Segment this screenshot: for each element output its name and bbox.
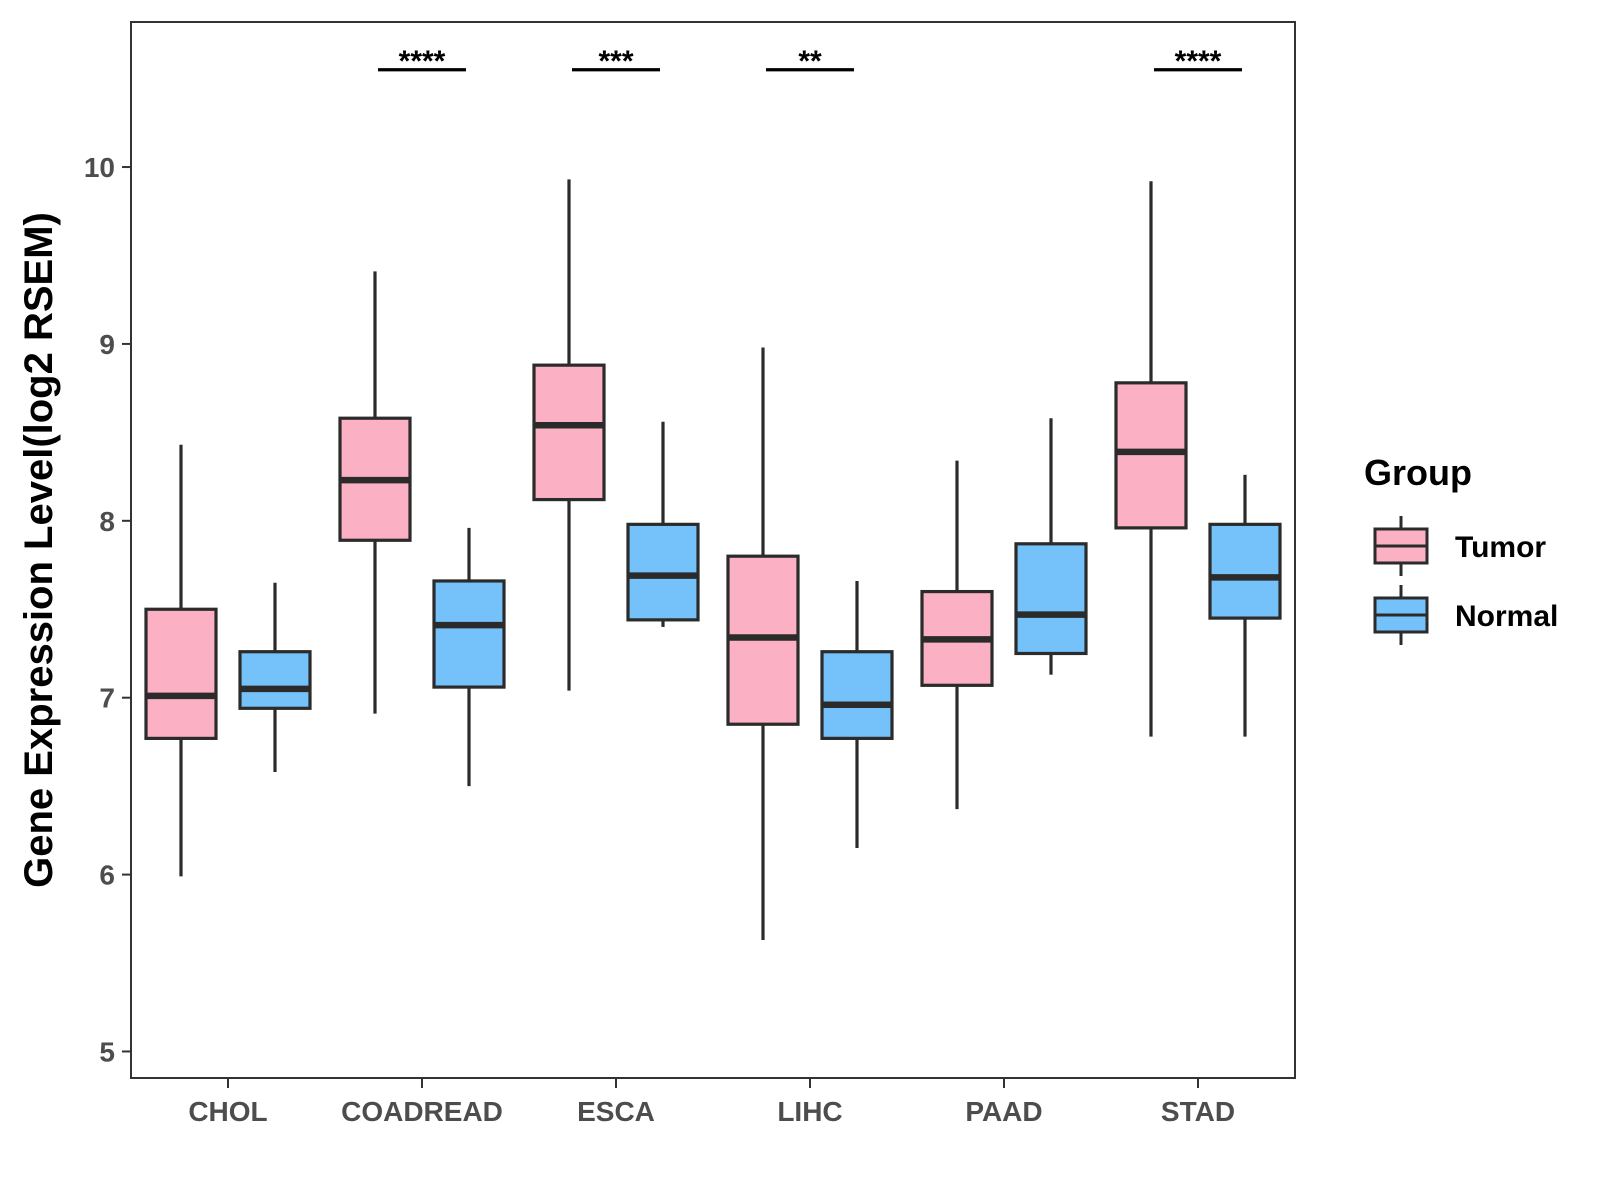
y-tick-label: 8	[99, 506, 115, 537]
box-tumor-lihc	[726, 347, 800, 941]
box-series	[144, 179, 1282, 941]
legend-label-normal: Normal	[1455, 600, 1558, 633]
sig-label-coadread: ****	[399, 45, 446, 78]
box-iqr	[626, 522, 700, 622]
box-iqr	[1208, 522, 1282, 620]
significance-annotations: **** *** ** ****	[378, 45, 1242, 78]
y-tick-label: 5	[99, 1036, 115, 1067]
box-tumor-stad	[1114, 181, 1188, 737]
legend-key-normal	[1373, 585, 1429, 645]
legend-label-tumor: Tumor	[1455, 531, 1546, 564]
x-tick-label-stad: STAD	[1161, 1096, 1235, 1127]
box-iqr	[432, 579, 506, 689]
box-normal-lihc	[820, 580, 894, 849]
sig-label-esca: ***	[598, 45, 633, 78]
box-tumor-coadread	[338, 271, 412, 714]
box-iqr	[820, 650, 894, 740]
box-normal-paad	[1014, 418, 1088, 675]
sig-label-lihc: **	[798, 45, 822, 78]
y-axis-title: Gene Expression Level(log2 RSEM)	[17, 212, 61, 888]
y-tick-label: 10	[84, 152, 115, 183]
x-tick-label-lihc: LIHC	[777, 1096, 842, 1127]
box-iqr	[238, 650, 312, 710]
x-tick-label-coadread: COADREAD	[341, 1096, 503, 1127]
y-axis: 5 6 7 8 9 10	[84, 152, 131, 1067]
box-iqr	[144, 607, 218, 740]
box-iqr	[532, 363, 606, 502]
box-normal-esca	[626, 421, 700, 627]
box-iqr	[1114, 381, 1188, 530]
sig-label-stad: ****	[1175, 45, 1222, 78]
box-iqr	[1014, 542, 1088, 656]
box-normal-coadread	[432, 527, 506, 787]
box-tumor-chol	[144, 444, 218, 877]
y-tick-label: 7	[99, 683, 115, 714]
x-tick-label-paad: PAAD	[965, 1096, 1042, 1127]
x-tick-label-chol: CHOL	[188, 1096, 267, 1127]
y-tick-label: 6	[99, 860, 115, 891]
box-normal-stad	[1208, 474, 1282, 737]
y-tick-label: 9	[99, 329, 115, 360]
box-tumor-esca	[532, 179, 606, 691]
legend-title: Group	[1364, 452, 1472, 493]
box-tumor-paad	[920, 460, 994, 810]
x-tick-label-esca: ESCA	[577, 1096, 655, 1127]
legend-key-tumor	[1373, 516, 1429, 576]
x-axis: CHOL COADREAD ESCA LIHC PAAD STAD	[188, 1078, 1235, 1127]
legend: Group Tumor Normal	[1364, 452, 1558, 645]
plot-panel-border	[130, 21, 1296, 1079]
box-normal-chol	[238, 582, 312, 772]
